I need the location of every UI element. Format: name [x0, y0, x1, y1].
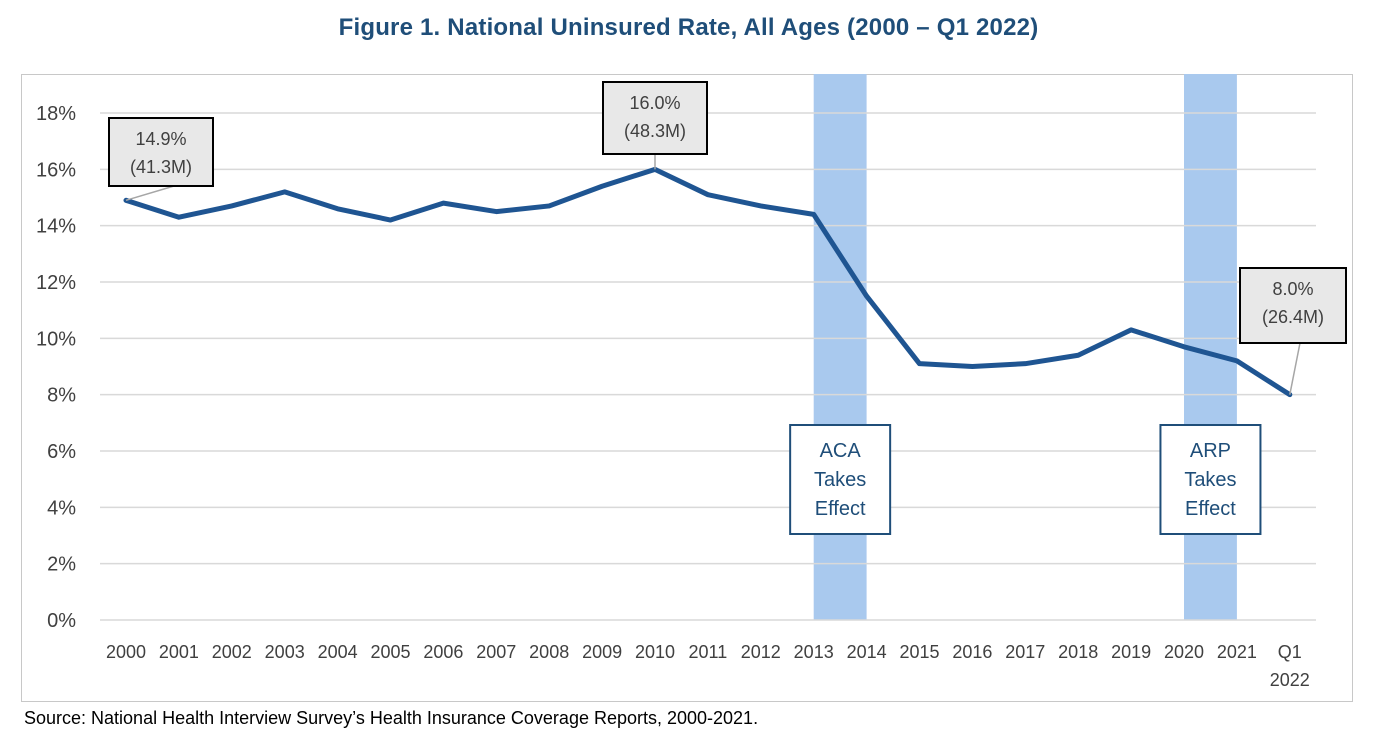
- x-tick-label: 2021: [1217, 642, 1257, 662]
- y-tick-label: 4%: [47, 497, 76, 519]
- chart-title: Figure 1. National Uninsured Rate, All A…: [338, 14, 1039, 41]
- data-point: [970, 364, 975, 369]
- y-tick-label: 14%: [36, 216, 76, 238]
- x-tick-label: 2006: [423, 642, 463, 662]
- data-point: [547, 203, 552, 209]
- data-point: [599, 184, 605, 189]
- x-tick-label: 2007: [476, 642, 516, 662]
- x-tick-label: 2013: [794, 642, 834, 662]
- x-tick-label: 2009: [582, 642, 622, 662]
- data-point: [1128, 327, 1134, 333]
- data-point: [1234, 358, 1240, 364]
- x-tick-label: 2000: [106, 642, 146, 662]
- x-tick-label: 2011: [689, 642, 728, 662]
- callout-label: 16.0%: [629, 93, 680, 113]
- y-tick-label: 8%: [47, 385, 76, 407]
- data-point: [176, 215, 182, 220]
- policy-label-text: Takes: [814, 469, 866, 491]
- y-tick-label: 6%: [47, 441, 76, 463]
- data-point: [282, 189, 287, 195]
- policy-label-text: ARP: [1190, 440, 1231, 462]
- x-tick-label: 2010: [635, 642, 675, 662]
- data-point: [335, 206, 340, 211]
- callout-leader: [125, 185, 175, 202]
- y-tick-label: 18%: [36, 103, 76, 125]
- data-point: [494, 209, 499, 214]
- x-tick-label: 2012: [741, 642, 781, 662]
- x-tick-label: 2017: [1005, 642, 1045, 662]
- y-tick-label: 2%: [47, 554, 76, 576]
- y-tick-label: 12%: [36, 272, 76, 294]
- data-point: [917, 361, 922, 366]
- data-point: [1181, 344, 1187, 349]
- x-tick-label: Q1 2022: [1270, 642, 1310, 690]
- policy-label-text: ACA: [820, 440, 862, 462]
- policy-label-text: Effect: [815, 498, 866, 520]
- data-point: [864, 293, 869, 299]
- data-point: [1023, 361, 1028, 366]
- policy-band-0: [813, 74, 867, 620]
- x-tick-label: 2008: [529, 642, 569, 662]
- data-point: [758, 203, 763, 209]
- policy-label-text: Effect: [1185, 498, 1236, 520]
- callout-label: (48.3M): [624, 121, 686, 141]
- policy-label-box: [1159, 424, 1262, 535]
- x-tick-label: 2018: [1058, 642, 1098, 662]
- policy-label-box: [789, 424, 892, 535]
- x-tick-label: 2019: [1111, 642, 1151, 662]
- x-tick-label: 2016: [952, 642, 992, 662]
- callout-label: (26.4M): [1262, 307, 1324, 327]
- callout-box: [1239, 267, 1347, 344]
- x-tick-label: 2020: [1164, 642, 1204, 662]
- y-tick-label: 0%: [47, 610, 76, 632]
- x-tick-label: 2005: [370, 642, 410, 662]
- x-tick-label: 2004: [318, 642, 358, 662]
- callout-label: 14.9%: [135, 129, 186, 149]
- callout-box: [108, 117, 214, 187]
- x-tick-label: 2003: [265, 642, 305, 662]
- callout-box: [602, 81, 708, 155]
- data-point: [441, 200, 446, 206]
- data-point: [1076, 353, 1081, 358]
- x-tick-label: 2002: [212, 642, 252, 662]
- x-tick-label: 2001: [159, 642, 199, 662]
- data-point: [811, 212, 816, 217]
- x-tick-label: 2015: [899, 642, 939, 662]
- x-tick-label: 2014: [847, 642, 887, 662]
- data-point: [388, 217, 393, 223]
- callout-leader: [1289, 342, 1301, 395]
- callout-label: 8.0%: [1272, 279, 1313, 299]
- source-note: Source: National Health Interview Survey…: [24, 708, 759, 728]
- data-point: [229, 203, 234, 209]
- policy-label-text: Takes: [1184, 469, 1236, 491]
- chart-frame: [21, 74, 1353, 702]
- callout-label: (41.3M): [130, 157, 192, 177]
- data-point: [705, 192, 711, 197]
- y-tick-label: 16%: [36, 159, 76, 181]
- y-tick-label: 10%: [36, 328, 76, 350]
